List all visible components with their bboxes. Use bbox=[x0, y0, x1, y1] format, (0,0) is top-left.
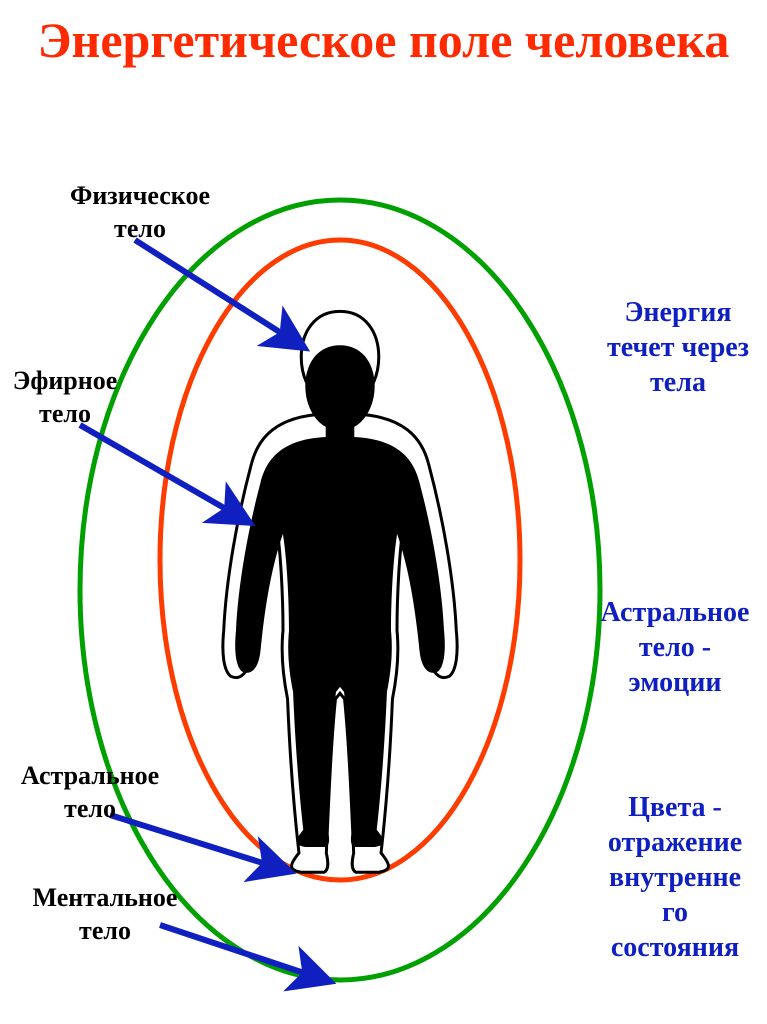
label-physical: Физическое тело bbox=[40, 180, 240, 245]
label-astral_r: Астральное тело - эмоции bbox=[580, 595, 767, 700]
label-energy: Энергия течет через тела bbox=[588, 295, 767, 400]
label-astral_l: Астральное тело bbox=[0, 760, 180, 825]
silhouette-path bbox=[235, 345, 445, 847]
label-mental: Ментальное тело bbox=[0, 882, 210, 947]
label-colors: Цвета - отражение внутренне го состояния bbox=[585, 790, 765, 965]
label-etheric: Эфирное тело bbox=[0, 365, 130, 430]
physical-silhouette bbox=[235, 345, 445, 847]
